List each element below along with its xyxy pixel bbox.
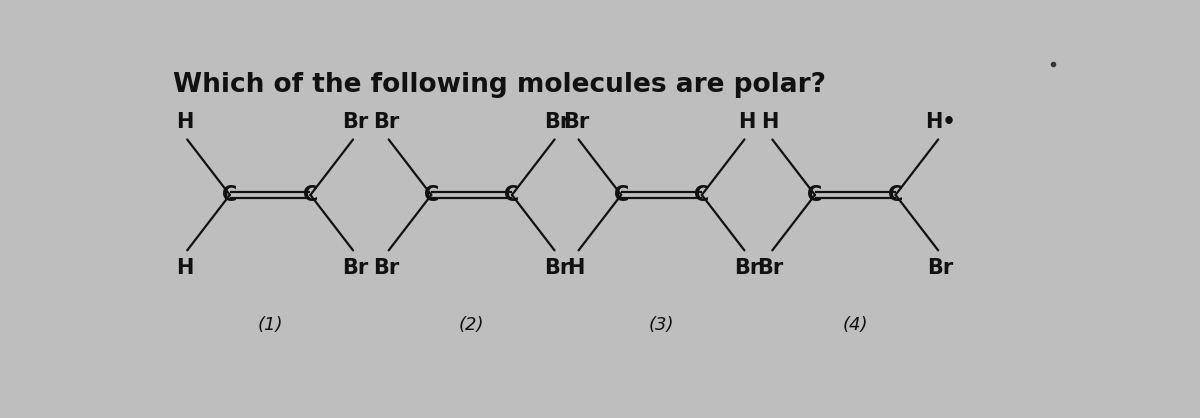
Text: Br: Br: [563, 112, 589, 132]
Text: Br: Br: [373, 112, 400, 132]
Text: C: C: [222, 185, 238, 205]
Text: C: C: [613, 185, 629, 205]
Text: Br: Br: [544, 258, 570, 278]
Text: Br: Br: [544, 112, 570, 132]
Text: Br: Br: [733, 258, 760, 278]
Text: C: C: [888, 185, 904, 205]
Text: C: C: [302, 185, 318, 205]
Text: C: C: [424, 185, 439, 205]
Text: Br: Br: [928, 258, 954, 278]
Text: Br: Br: [342, 258, 368, 278]
Text: C: C: [808, 185, 822, 205]
Text: Which of the following molecules are polar?: Which of the following molecules are pol…: [173, 72, 827, 98]
Text: (1): (1): [257, 316, 283, 334]
Text: (3): (3): [649, 316, 674, 334]
Text: H: H: [176, 258, 193, 278]
Text: H•: H•: [925, 112, 956, 132]
Text: H: H: [738, 112, 756, 132]
Text: Br: Br: [342, 112, 368, 132]
Text: Br: Br: [373, 258, 400, 278]
Text: C: C: [694, 185, 709, 205]
Text: H: H: [176, 112, 193, 132]
Text: H: H: [568, 258, 584, 278]
Text: (4): (4): [842, 316, 868, 334]
Text: C: C: [504, 185, 520, 205]
Text: (2): (2): [458, 316, 485, 334]
Text: Br: Br: [757, 258, 784, 278]
Text: H: H: [761, 112, 779, 132]
